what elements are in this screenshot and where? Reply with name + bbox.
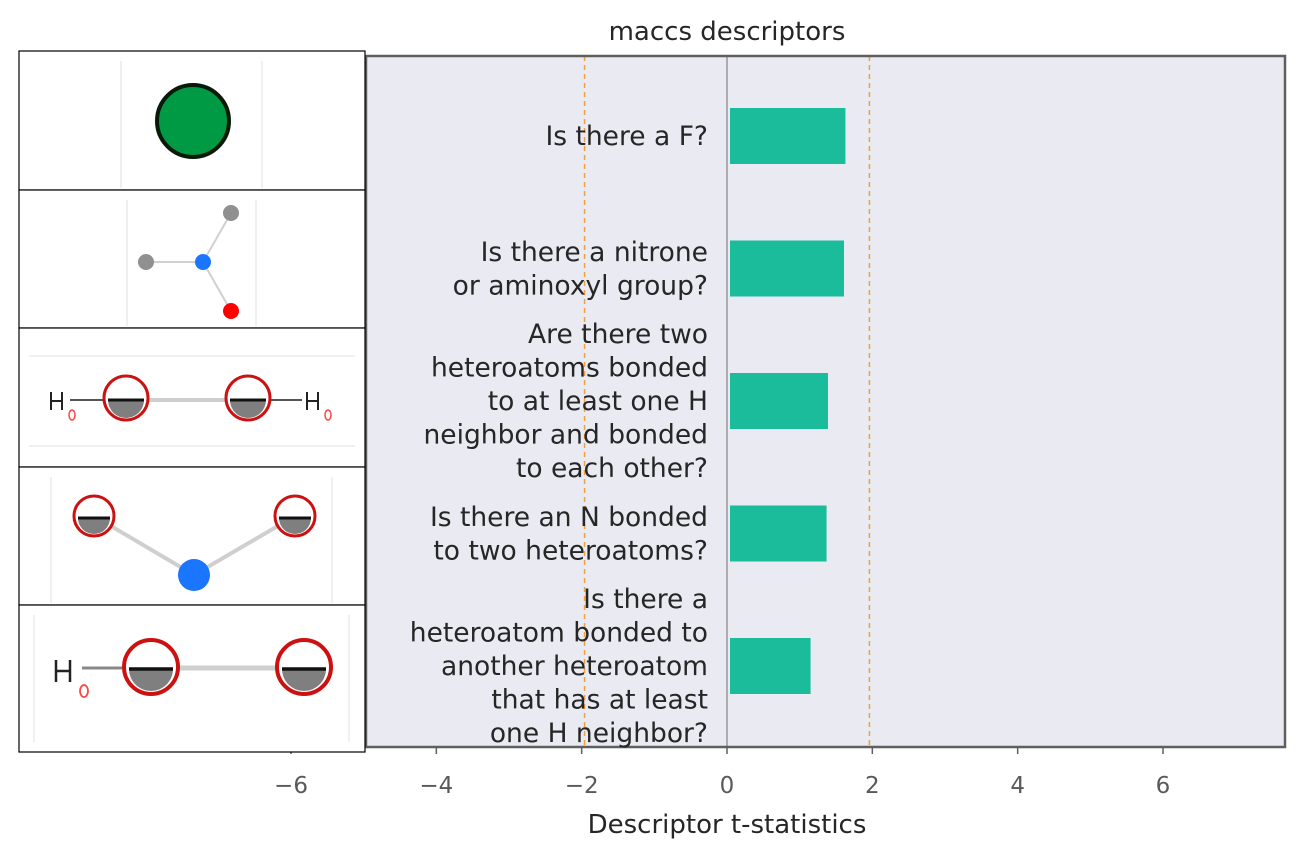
wildcard-atom-icon	[224, 374, 272, 422]
nitrogen-atom-icon	[178, 559, 210, 591]
charge-zero-icon	[79, 684, 89, 698]
bar	[730, 373, 829, 429]
category-label: Is there a heteroatom bonded to another he…	[410, 584, 708, 749]
carbon-atom-icon	[138, 254, 154, 270]
bar	[730, 505, 827, 562]
hydrogen-glyph-icon	[306, 392, 319, 410]
hydrogen-glyph-icon	[50, 392, 63, 410]
wildcard-atom-icon	[72, 494, 116, 538]
wildcard-atom-icon	[275, 638, 333, 696]
category-label: Is there a nitrone or aminoxyl group?	[453, 237, 708, 302]
x-tick-label: 2	[865, 773, 880, 799]
plot-frame	[364, 54, 1287, 749]
structure-image-heteroatom-pair	[18, 327, 366, 468]
wildcard-atom-icon	[122, 638, 180, 696]
oxygen-atom-icon	[223, 303, 239, 319]
x-tick-label: 0	[720, 773, 735, 799]
hydrogen-glyph-icon	[54, 660, 72, 682]
x-tick-label: −2	[565, 773, 599, 799]
structure-images	[18, 50, 366, 753]
fluorine-atom-icon	[155, 83, 231, 159]
x-tick-label: −6	[274, 773, 308, 799]
structure-image-n-two-heteroatoms	[18, 466, 366, 606]
bar	[730, 108, 846, 164]
category-label: Are there two heteroatoms bonded to at lea…	[424, 319, 709, 484]
carbon-atom-icon	[223, 205, 239, 221]
category-label: Is there an N bonded to two heteroatoms?	[430, 502, 708, 567]
charge-zero-icon	[324, 409, 332, 421]
x-tick-label: 4	[1010, 773, 1025, 799]
wildcard-atom-icon	[273, 494, 317, 538]
structure-image-nitrone	[18, 189, 366, 329]
structure-image-fluorine	[18, 50, 366, 191]
bar	[730, 638, 811, 694]
bar	[730, 240, 844, 297]
x-axis-label: Descriptor t-statistics	[588, 810, 867, 840]
charge-zero-icon	[68, 409, 76, 421]
chart-title: maccs descriptors	[609, 17, 846, 47]
x-tick-label: 6	[1156, 773, 1171, 799]
wildcard-atom-icon	[102, 374, 150, 422]
x-tick-label: −4	[419, 773, 453, 799]
structure-image-heteroatom-with-h	[18, 604, 366, 753]
category-label: Is there a F?	[545, 121, 708, 152]
nitrogen-atom-icon	[195, 254, 211, 270]
